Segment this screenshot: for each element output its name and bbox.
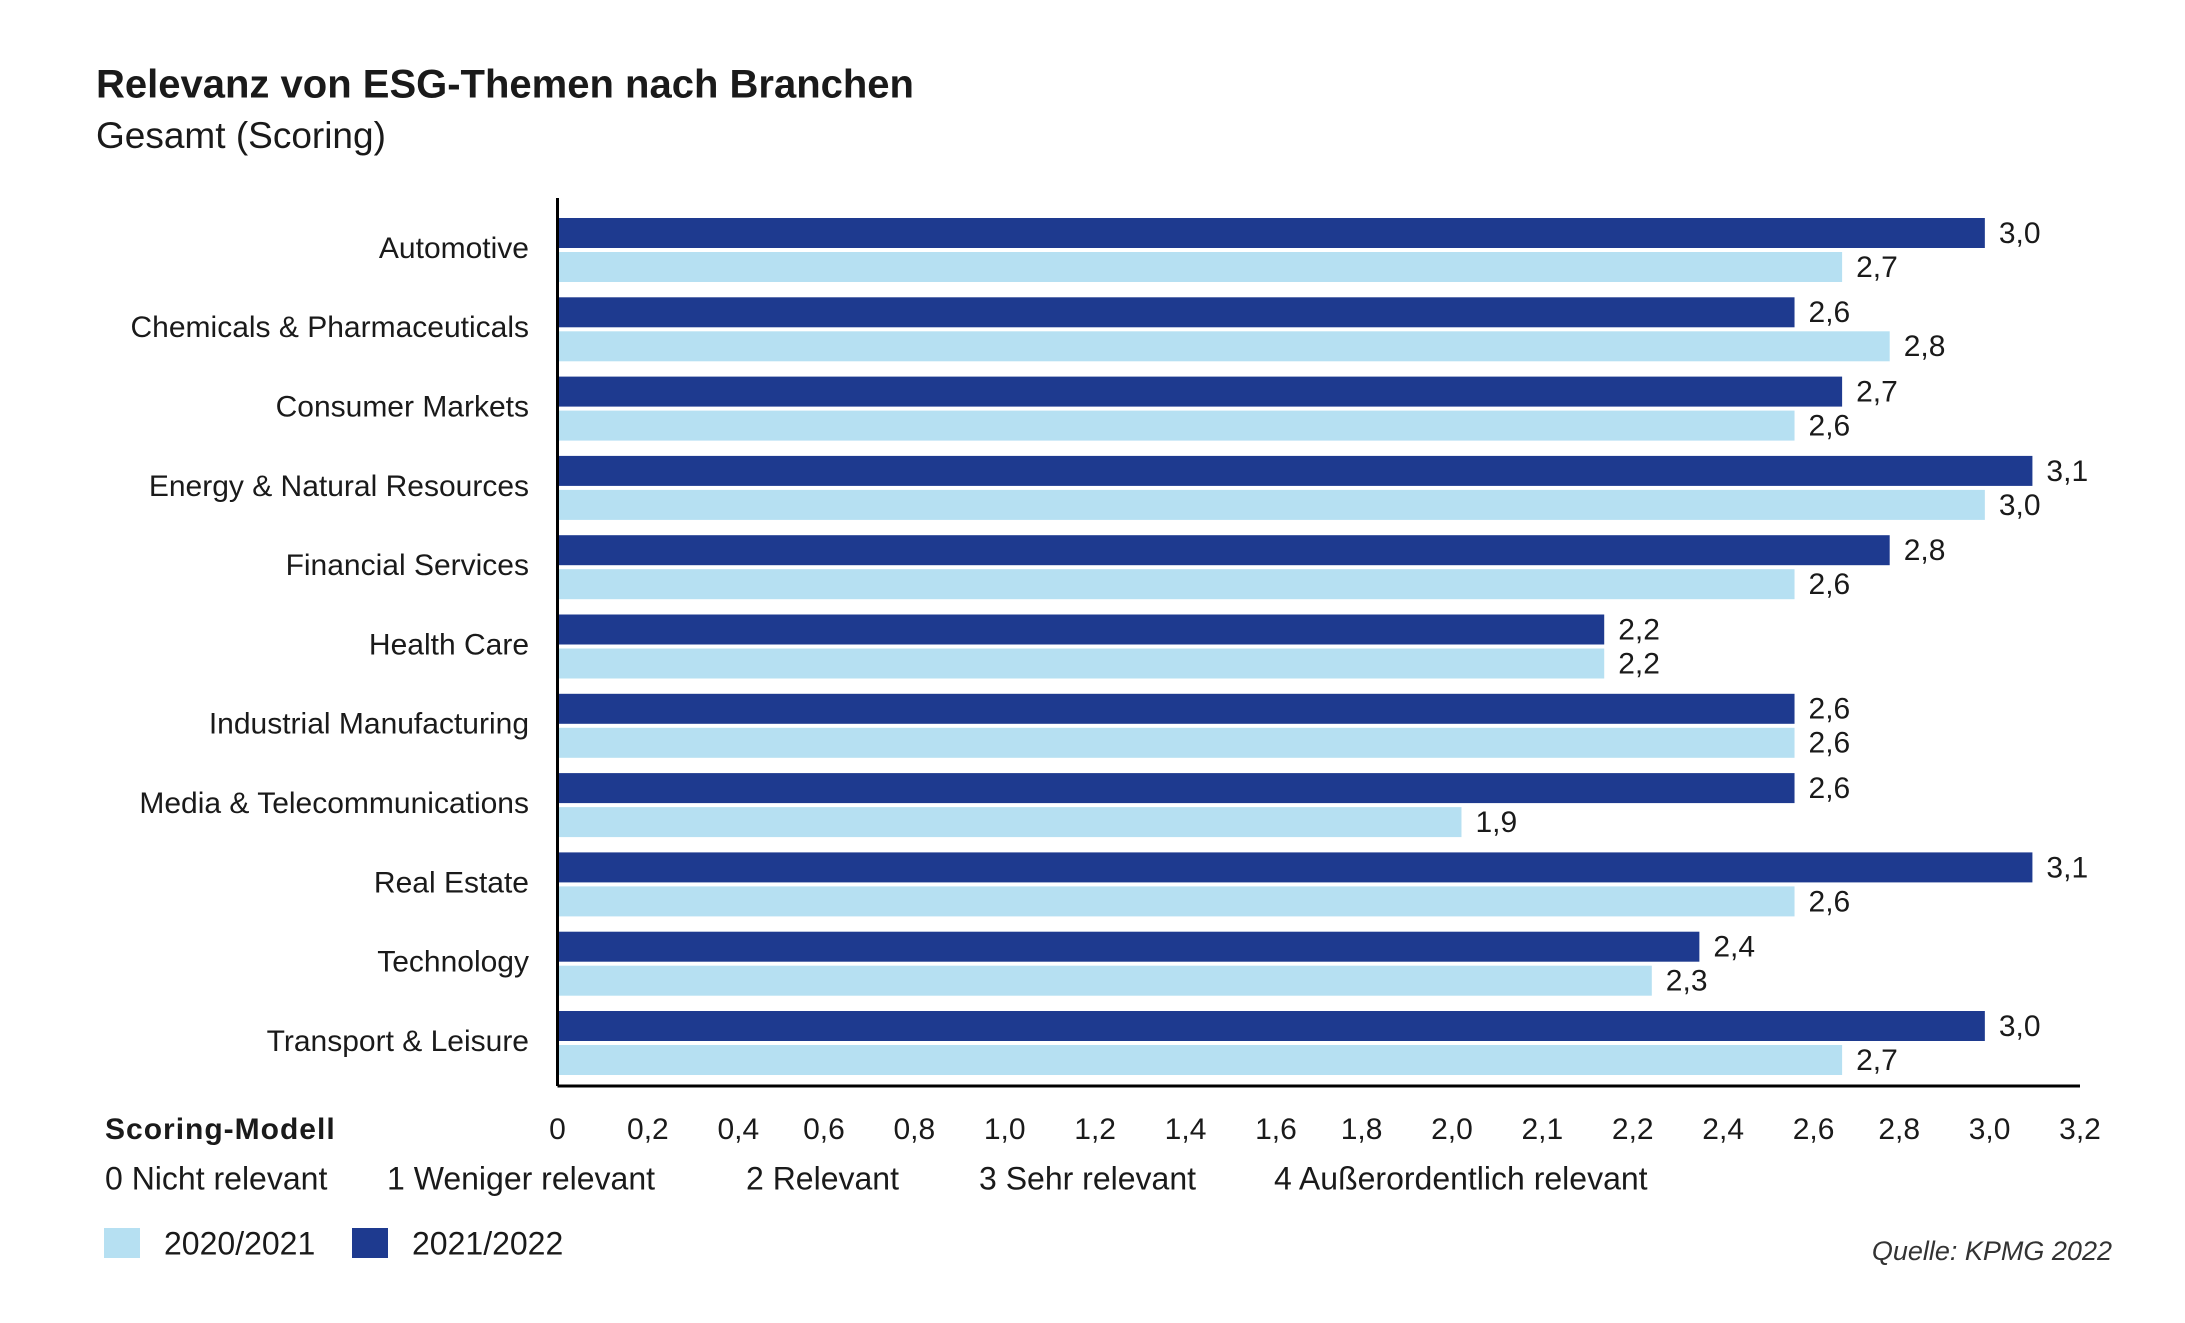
category-label: Energy & Natural Resources	[149, 470, 529, 503]
category-label: Consumer Markets	[276, 391, 529, 424]
bar	[557, 410, 1795, 441]
x-tick-label: 1,2	[1074, 1113, 1116, 1146]
x-tick-label: 1,0	[984, 1113, 1026, 1146]
bar	[557, 218, 1985, 248]
value-label: 2,8	[1904, 534, 1946, 567]
value-label: 2,6	[1809, 693, 1851, 726]
value-label: 2,6	[1809, 296, 1851, 329]
bar	[557, 614, 1605, 645]
bar	[557, 852, 2033, 883]
x-tick-label: 0,2	[627, 1113, 669, 1146]
legend-label: 2021/2022	[412, 1225, 563, 1261]
bar	[557, 569, 1795, 600]
legend-swatch	[352, 1228, 388, 1258]
x-tick-label: 1,4	[1165, 1113, 1207, 1146]
value-label: 2,2	[1618, 613, 1660, 646]
value-label: 2,8	[1904, 330, 1946, 363]
value-label: 3,1	[2046, 851, 2088, 884]
x-tick-label: 0,8	[893, 1113, 935, 1146]
category-label: Real Estate	[374, 866, 529, 899]
bar	[557, 1011, 1985, 1041]
chart-subtitle: Gesamt (Scoring)	[96, 115, 386, 156]
value-label: 2,7	[1856, 251, 1898, 284]
bar	[557, 931, 1700, 962]
legend-label: 2020/2021	[164, 1225, 315, 1261]
x-tick-label: 0,4	[717, 1113, 759, 1146]
scoring-level: 4 Außerordentlich relevant	[1274, 1160, 1648, 1196]
category-label: Industrial Manufacturing	[209, 708, 529, 741]
bar	[557, 489, 1985, 520]
x-tick-label: 2,8	[1878, 1113, 1920, 1146]
value-label: 2,6	[1809, 568, 1851, 601]
bar	[557, 807, 1462, 838]
scoring-level: 0 Nicht relevant	[105, 1160, 327, 1196]
value-label: 2,4	[1713, 931, 1755, 964]
x-tick-label: 2,1	[1522, 1113, 1564, 1146]
category-label: Transport & Leisure	[267, 1025, 529, 1058]
value-label: 3,0	[1999, 1010, 2041, 1043]
bar	[557, 773, 1795, 804]
source: Quelle: KPMG 2022	[1872, 1236, 2112, 1266]
x-tick-label: 3,2	[2059, 1113, 2101, 1146]
category-label: Automotive	[379, 232, 529, 265]
value-label: 3,1	[2046, 455, 2088, 488]
bar	[557, 1045, 1843, 1075]
bar	[557, 297, 1795, 328]
bar	[557, 727, 1795, 758]
legend-swatch	[104, 1228, 140, 1258]
category-label: Media & Telecommunications	[139, 787, 529, 820]
value-label: 2,2	[1618, 647, 1660, 680]
value-label: 2,6	[1809, 727, 1851, 760]
bar	[557, 535, 1890, 566]
bar	[557, 886, 1795, 917]
value-label: 3,0	[1999, 489, 2041, 522]
category-label: Health Care	[369, 628, 529, 661]
value-label: 2,6	[1809, 772, 1851, 805]
x-tick-label: 2,4	[1702, 1113, 1744, 1146]
bar	[557, 252, 1843, 282]
value-label: 3,0	[1999, 217, 2041, 250]
bar	[557, 965, 1652, 996]
value-label: 2,6	[1809, 410, 1851, 443]
bar	[557, 693, 1795, 724]
category-label: Financial Services	[286, 549, 529, 582]
x-tick-label: 2,0	[1431, 1113, 1473, 1146]
x-tick-label: 1,8	[1341, 1113, 1383, 1146]
scoring-level: 1 Weniger relevant	[387, 1160, 655, 1196]
scoring-level: 2 Relevant	[746, 1160, 899, 1196]
value-label: 2,7	[1856, 1044, 1898, 1077]
bar	[557, 455, 2033, 486]
value-label: 2,7	[1856, 376, 1898, 409]
value-label: 1,9	[1475, 806, 1517, 839]
scoring-level: 3 Sehr relevant	[979, 1160, 1196, 1196]
bar	[557, 331, 1890, 362]
value-label: 2,3	[1666, 965, 1708, 998]
category-label: Technology	[377, 946, 529, 979]
category-label: Chemicals & Pharmaceuticals	[131, 311, 529, 344]
x-tick-label: 2,6	[1793, 1113, 1835, 1146]
x-tick-label: 0,6	[803, 1113, 845, 1146]
x-tick-label: 0	[549, 1113, 566, 1146]
scoring-title: Scoring-Modell	[105, 1113, 336, 1146]
bar	[557, 648, 1605, 679]
value-label: 2,6	[1809, 885, 1851, 918]
bar	[557, 376, 1843, 407]
chart-title: Relevanz von ESG-Themen nach Branchen	[96, 63, 914, 107]
x-tick-label: 2,2	[1612, 1113, 1654, 1146]
x-tick-label: 1,6	[1255, 1113, 1297, 1146]
x-tick-label: 3,0	[1969, 1113, 2011, 1146]
